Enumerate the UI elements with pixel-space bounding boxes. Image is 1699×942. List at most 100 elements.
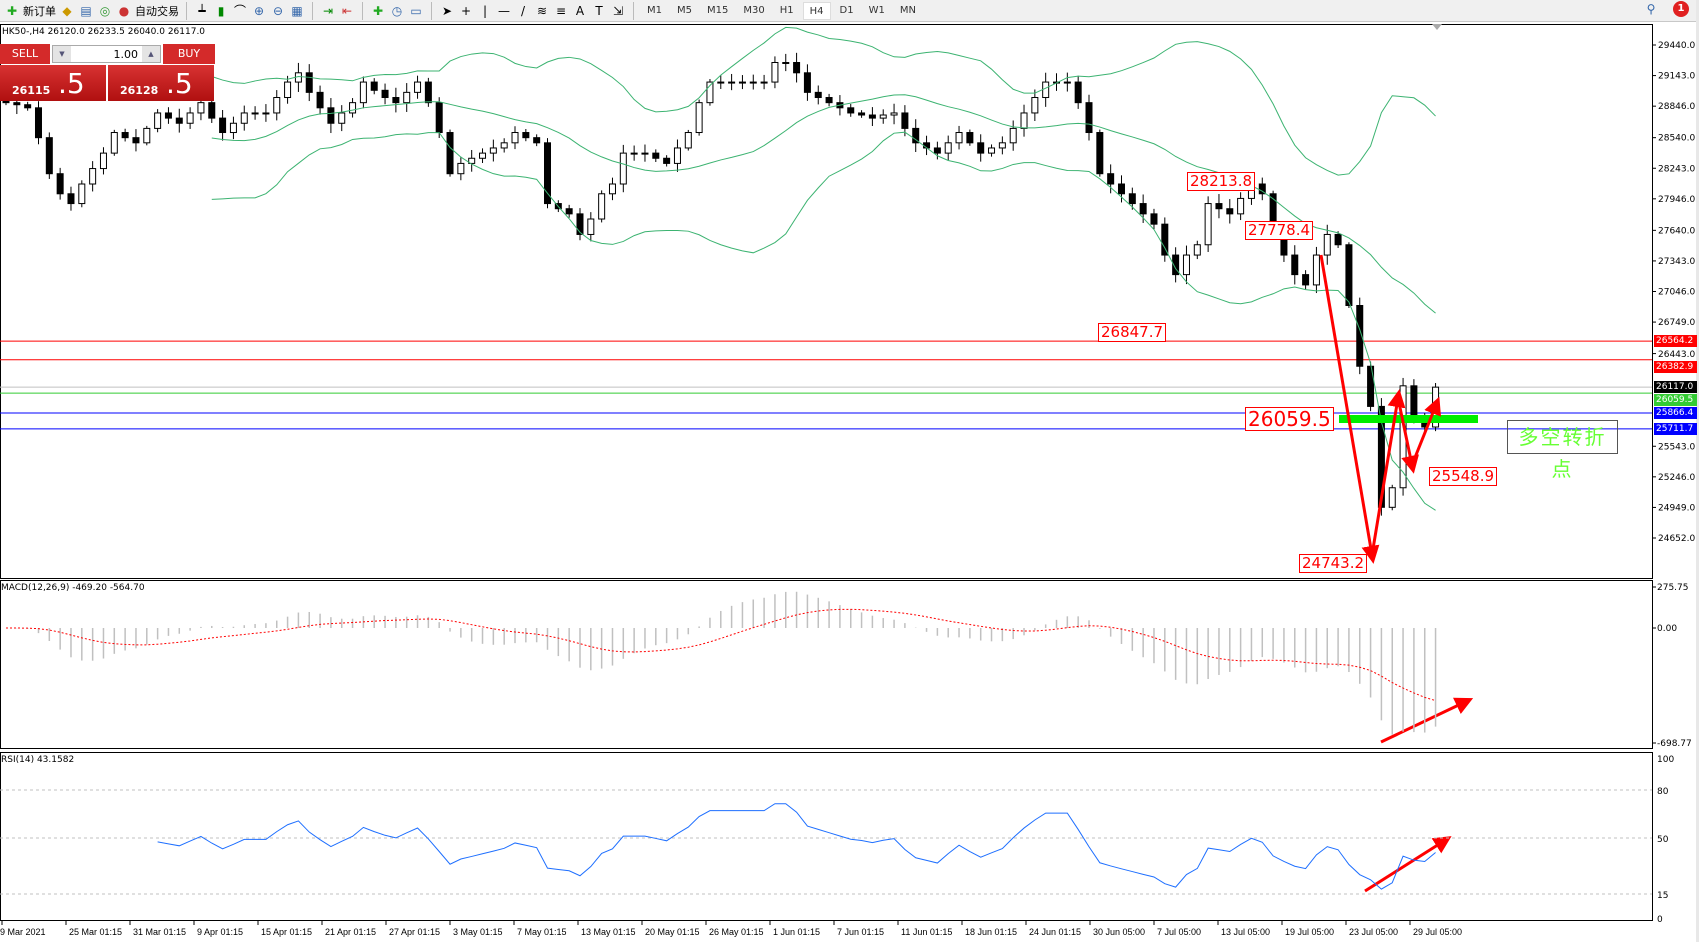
timeframe-m30[interactable]: M30	[743, 4, 765, 16]
fibonacci-icon[interactable]: ≋	[536, 3, 548, 18]
price-label-bottom[interactable]: 24743.2	[1299, 554, 1368, 573]
rsi-tick-label: 100	[1657, 755, 1674, 765]
price-label-pivot[interactable]: 26059.5	[1245, 407, 1334, 431]
search-icon[interactable]: ⚲	[1646, 2, 1656, 16]
zoom-in-icon[interactable]: ⊕	[253, 3, 265, 18]
timeframe-m1[interactable]: M1	[647, 4, 662, 16]
trendline-icon[interactable]: /	[520, 3, 526, 18]
date-label: 3 May 01:15	[453, 927, 503, 937]
candle-body	[457, 162, 465, 175]
candle	[847, 103, 855, 117]
market-watch-icon[interactable]: ◆	[62, 3, 72, 18]
new-order-icon[interactable]: ✚	[6, 3, 18, 18]
timeframe-d1[interactable]: D1	[839, 4, 854, 16]
candle-body	[154, 112, 162, 129]
timeframe-w1[interactable]: W1	[868, 4, 885, 16]
candle	[316, 85, 324, 115]
candle	[479, 148, 487, 163]
candle-body	[273, 97, 281, 114]
candle	[78, 180, 86, 208]
separator	[312, 1, 313, 20]
buy-button[interactable]: BUY	[163, 44, 215, 64]
candle	[619, 144, 627, 193]
candle-body	[349, 102, 357, 114]
candle	[533, 134, 541, 147]
timeframe-mn[interactable]: MN	[899, 4, 916, 16]
candle	[424, 77, 432, 107]
tile-windows-icon[interactable]: ▦	[291, 3, 303, 18]
date-label: 7 Jun 01:15	[837, 927, 884, 937]
candle-chart-icon[interactable]: ▮	[217, 3, 225, 18]
arrows-icon[interactable]: ⇲	[612, 3, 624, 18]
price-label-high[interactable]: 28213.8	[1187, 172, 1256, 191]
candle-body	[1345, 244, 1353, 307]
timeframe-h4[interactable]: H4	[802, 1, 831, 20]
auto-trading-icon[interactable]: ●	[118, 3, 130, 18]
autoscroll-icon[interactable]: ⇥	[322, 3, 334, 18]
timeframe-m15[interactable]: M15	[707, 4, 729, 16]
vertical-line-icon[interactable]: |	[482, 3, 488, 18]
lot-size-stepper[interactable]: ▼ 1.00 ▲	[52, 45, 161, 63]
cursor-icon[interactable]: ➤	[441, 3, 453, 18]
zigzag-arrow	[1396, 397, 1419, 474]
candle	[67, 186, 75, 211]
fibonacci-fan-icon[interactable]: ≡	[555, 3, 567, 18]
candle-body	[121, 132, 129, 139]
candle	[251, 106, 259, 120]
bull-bear-turning-point-label[interactable]: 多空转折点	[1507, 420, 1618, 481]
candle-body	[944, 142, 952, 154]
horizontal-line-icon[interactable]: —	[498, 3, 510, 18]
candle	[1258, 177, 1266, 201]
candle-body	[164, 112, 172, 119]
notification-icon[interactable]: 1	[1673, 1, 1689, 17]
price-label-higher-low[interactable]: 25548.9	[1429, 467, 1498, 486]
bar-chart-icon[interactable]: ┷	[198, 3, 206, 18]
increase-lot-icon[interactable]: ▲	[142, 46, 160, 62]
candle-body	[988, 147, 996, 154]
price-tick-label: 27640.0	[1658, 226, 1695, 236]
date-label: 7 Jul 05:00	[1157, 927, 1201, 937]
date-label: 27 Apr 01:15	[389, 927, 440, 937]
sell-button[interactable]: SELL	[0, 44, 50, 64]
decrease-lot-icon[interactable]: ▼	[53, 46, 71, 62]
timeframe-m5[interactable]: M5	[677, 4, 692, 16]
macd-tick-label: 275.75	[1657, 583, 1689, 593]
text-icon[interactable]: A	[575, 3, 585, 18]
buy-price-button[interactable]: 26128 .5	[108, 65, 214, 101]
auto-trading-button[interactable]: 自动交易	[135, 4, 179, 18]
candle-body	[1063, 81, 1071, 84]
templates-icon[interactable]: ▭	[410, 3, 422, 18]
candle-body	[717, 81, 725, 84]
candle-body	[825, 97, 833, 104]
signals-icon[interactable]: ◎	[99, 3, 111, 18]
candle	[576, 208, 584, 241]
text-label-icon[interactable]: T	[595, 3, 603, 18]
line-chart-icon[interactable]: ⌒	[233, 3, 246, 18]
candle-body	[381, 89, 389, 99]
candle	[1182, 245, 1190, 285]
candle-body	[695, 102, 703, 134]
chart-shift-icon[interactable]: ⇤	[341, 3, 353, 18]
sell-price-button[interactable]: 26115 .5	[0, 65, 106, 101]
crosshair-icon[interactable]: +	[460, 3, 472, 18]
price-label-resistance[interactable]: 27778.4	[1245, 221, 1314, 240]
candle	[1367, 361, 1375, 412]
candle	[988, 144, 996, 157]
candle	[1117, 175, 1125, 203]
new-order-button[interactable]: 新订单	[23, 4, 56, 18]
candle-body	[262, 112, 270, 115]
candle	[912, 119, 920, 153]
timeframe-h1[interactable]: H1	[779, 4, 794, 16]
price-label-swing-low[interactable]: 26847.7	[1098, 323, 1167, 342]
periods-icon[interactable]: ◷	[391, 3, 403, 18]
candle	[45, 132, 53, 179]
zoom-out-icon[interactable]: ⊖	[272, 3, 284, 18]
candle	[403, 83, 411, 112]
candle	[1334, 231, 1342, 249]
rsi-tick-label: 80	[1657, 787, 1669, 797]
indicators-icon[interactable]: ✚	[372, 3, 384, 18]
candle	[1345, 242, 1353, 308]
lot-size-input[interactable]: 1.00	[113, 47, 139, 61]
navigator-icon[interactable]: ▤	[80, 3, 92, 18]
